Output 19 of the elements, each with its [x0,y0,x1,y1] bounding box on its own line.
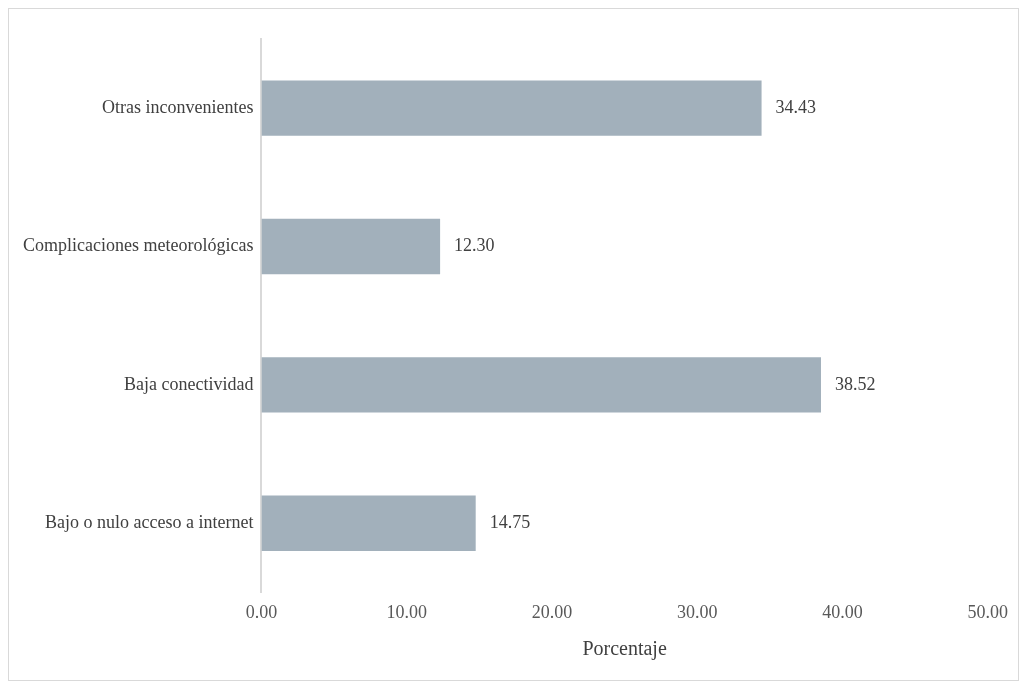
data-label: 12.30 [454,235,495,256]
bar [261,218,441,275]
x-tick-label: 30.00 [676,601,718,622]
y-tick-label: Complicaciones meteorológicas [22,235,254,256]
y-tick-label: Bajo o nulo acceso a internet [44,511,254,532]
data-label: 14.75 [489,511,531,532]
bar [261,495,476,551]
x-tick-label: 0.00 [245,601,278,622]
bar [261,357,821,413]
x-tick-label: 20.00 [531,601,573,622]
x-tick-label: 10.00 [386,601,427,622]
x-tick-label: 50.00 [967,601,1008,622]
bar [261,80,762,136]
y-tick-label: Otras inconvenientes [101,96,254,117]
x-tick-label: 40.00 [822,601,863,622]
x-axis-title: Porcentaje [582,637,667,661]
data-label: 34.43 [775,96,817,117]
y-tick-label: Baja conectividad [123,373,254,394]
data-label: 38.52 [834,373,876,394]
